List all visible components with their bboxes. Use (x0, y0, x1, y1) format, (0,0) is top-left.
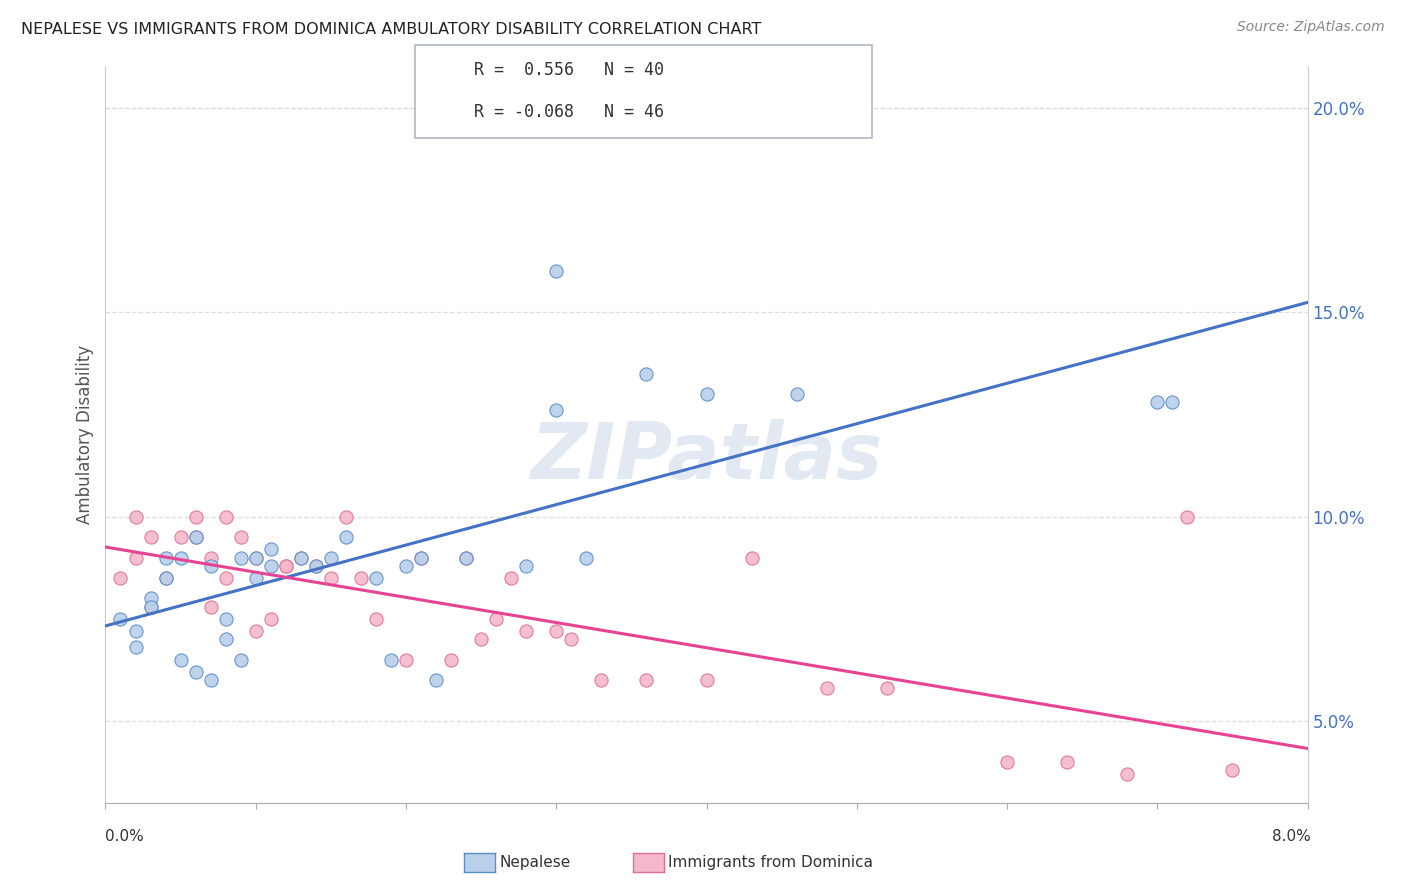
Y-axis label: Ambulatory Disability: Ambulatory Disability (76, 345, 94, 524)
Point (546, 624, 568, 639)
Point (1222, 763, 1244, 777)
Point (200, 599, 222, 614)
Point (200, 550, 222, 565)
Point (214, 632, 236, 647)
Point (169, 550, 191, 565)
Point (229, 530, 252, 544)
Point (290, 550, 312, 565)
Point (350, 571, 373, 585)
Text: Source: ZipAtlas.com: Source: ZipAtlas.com (1237, 20, 1385, 34)
Point (184, 530, 207, 544)
Point (696, 387, 718, 401)
Point (485, 612, 508, 626)
Point (169, 530, 191, 544)
Text: NEPALESE VS IMMIGRANTS FROM DOMINICA AMBULATORY DISABILITY CORRELATION CHART: NEPALESE VS IMMIGRANTS FROM DOMINICA AMB… (21, 22, 762, 37)
Point (200, 673, 222, 688)
Point (1175, 509, 1198, 524)
Point (214, 571, 236, 585)
Point (1146, 395, 1168, 409)
Point (184, 530, 207, 544)
Text: Nepalese: Nepalese (499, 855, 571, 870)
Point (380, 653, 402, 667)
Point (290, 550, 312, 565)
Point (245, 624, 267, 639)
Point (395, 653, 418, 667)
Point (409, 550, 432, 565)
Point (409, 550, 432, 565)
Point (245, 550, 267, 565)
Point (591, 673, 613, 688)
Point (454, 550, 477, 565)
Point (110, 571, 132, 585)
Point (139, 599, 162, 614)
Point (560, 632, 582, 647)
Text: R =  0.556   N = 40: R = 0.556 N = 40 (474, 62, 664, 79)
Point (124, 640, 146, 655)
Point (546, 264, 568, 278)
Point (305, 558, 328, 573)
Point (155, 571, 177, 585)
Point (124, 509, 146, 524)
Point (260, 612, 283, 626)
Point (995, 755, 1018, 769)
Point (876, 681, 898, 696)
Point (184, 509, 207, 524)
Point (124, 550, 146, 565)
Point (305, 558, 328, 573)
Text: 0.0%: 0.0% (105, 830, 145, 844)
Point (1056, 755, 1078, 769)
Point (741, 550, 763, 565)
Point (155, 571, 177, 585)
Point (260, 558, 283, 573)
Point (364, 612, 387, 626)
Point (139, 530, 162, 544)
Text: 8.0%: 8.0% (1271, 830, 1310, 844)
Point (200, 558, 222, 573)
Point (110, 612, 132, 626)
Point (1161, 395, 1184, 409)
Point (515, 558, 537, 573)
Point (1116, 767, 1139, 781)
Point (470, 632, 492, 647)
Point (425, 673, 447, 688)
Point (260, 542, 283, 557)
Text: R = -0.068   N = 46: R = -0.068 N = 46 (474, 103, 664, 121)
Point (319, 550, 342, 565)
Point (229, 550, 252, 565)
Text: ZIPatlas: ZIPatlas (530, 419, 883, 495)
Point (274, 558, 297, 573)
Point (364, 571, 387, 585)
Point (214, 612, 236, 626)
Point (245, 550, 267, 565)
Point (169, 653, 191, 667)
Point (636, 673, 658, 688)
Point (454, 550, 477, 565)
Point (274, 558, 297, 573)
Point (335, 530, 357, 544)
Point (546, 403, 568, 417)
Point (214, 509, 236, 524)
Point (139, 591, 162, 606)
Point (440, 653, 463, 667)
Point (184, 665, 207, 679)
Point (815, 681, 838, 696)
Point (124, 624, 146, 639)
Text: Immigrants from Dominica: Immigrants from Dominica (668, 855, 873, 870)
Point (319, 571, 342, 585)
Point (395, 558, 418, 573)
Point (139, 599, 162, 614)
Point (245, 571, 267, 585)
Point (229, 653, 252, 667)
Point (786, 387, 808, 401)
Point (501, 571, 523, 585)
Point (636, 367, 658, 381)
Point (335, 509, 357, 524)
Point (575, 550, 598, 565)
Point (696, 673, 718, 688)
Point (155, 550, 177, 565)
Point (515, 624, 537, 639)
